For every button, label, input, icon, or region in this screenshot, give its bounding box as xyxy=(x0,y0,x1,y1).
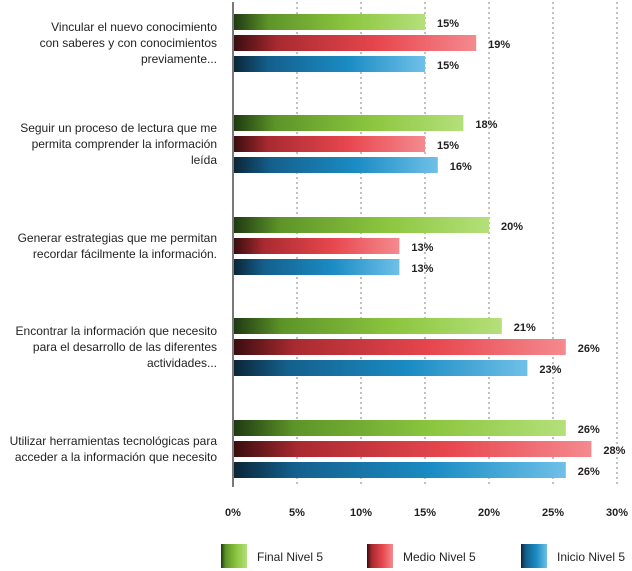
data-label: 19% xyxy=(488,39,510,51)
legend-label: Inicio Nivel 5 xyxy=(557,550,625,564)
category-label: Generar estrategias que me permitan recor… xyxy=(18,231,217,261)
data-label: 20% xyxy=(501,221,523,233)
grid xyxy=(232,2,618,487)
data-label: 23% xyxy=(539,364,561,376)
bar xyxy=(234,360,528,376)
data-label: 13% xyxy=(411,242,433,254)
bar xyxy=(234,115,464,131)
bar xyxy=(234,238,400,254)
data-label: 28% xyxy=(603,445,625,457)
data-label: 16% xyxy=(450,161,472,173)
category-label-line: con saberes y con conocimientos xyxy=(40,36,217,50)
category-label: Vincular el nuevo conocimiento con sabere… xyxy=(40,20,218,66)
bar xyxy=(234,14,425,30)
x-tick-label: 30% xyxy=(606,507,628,519)
bar xyxy=(234,56,425,72)
data-label: 26% xyxy=(578,343,600,355)
x-tick-label: 10% xyxy=(350,507,372,519)
legend-swatch xyxy=(221,544,247,568)
category-labels: Vincular el nuevo conocimiento con sabere… xyxy=(10,20,218,464)
data-label: 26% xyxy=(578,424,600,436)
x-tick-label: 25% xyxy=(542,507,564,519)
bar xyxy=(234,35,477,51)
category-label-line: permita comprender la información xyxy=(32,137,217,151)
category-label-line: Utilizar herramientas tecnológicas para xyxy=(10,434,218,448)
category-label-line: leída xyxy=(191,153,217,167)
category-label-line: recordar fácilmente la información. xyxy=(33,247,217,261)
data-label: 26% xyxy=(578,466,600,478)
category-label-line: Encontrar la información que necesito xyxy=(16,324,218,338)
bar xyxy=(234,136,425,152)
legend: Final Nivel 5 Medio Nivel 5 Inicio Nivel 5 xyxy=(221,544,625,568)
category-label-line: Seguir un proceso de lectura que me xyxy=(20,121,217,135)
x-tick-label: 5% xyxy=(289,507,305,519)
data-label: 21% xyxy=(514,322,536,334)
bar xyxy=(234,441,592,457)
bar xyxy=(234,339,566,355)
bar xyxy=(234,217,489,233)
bars: 15%19%15%18%15%16%20%13%13%21%26%23%26%2… xyxy=(234,14,626,478)
bar xyxy=(234,157,438,173)
bar xyxy=(234,462,566,478)
legend-swatch xyxy=(367,544,393,568)
x-tick-label: 20% xyxy=(478,507,500,519)
x-axis-ticks: 0% 5% 10% 15% 20% 25% 30% xyxy=(225,507,628,519)
category-label-line: para el desarrollo de las diferentes xyxy=(33,340,217,354)
category-label-line: previamente... xyxy=(141,52,217,66)
data-label: 15% xyxy=(437,140,459,152)
category-label: Encontrar la información que necesito par… xyxy=(16,324,218,370)
legend-label: Final Nivel 5 xyxy=(257,550,323,564)
legend-label: Medio Nivel 5 xyxy=(403,550,476,564)
x-tick-label: 15% xyxy=(414,507,436,519)
bar xyxy=(234,259,400,275)
category-label-line: actividades... xyxy=(147,356,217,370)
data-label: 15% xyxy=(437,18,459,30)
category-label-line: Generar estrategias que me permitan xyxy=(18,231,217,245)
data-label: 13% xyxy=(411,263,433,275)
data-label: 15% xyxy=(437,60,459,72)
category-label: Seguir un proceso de lectura que me permi… xyxy=(20,121,217,167)
x-tick-label: 0% xyxy=(225,507,241,519)
category-label: Utilizar herramientas tecnológicas para a… xyxy=(10,434,218,464)
category-label-line: Vincular el nuevo conocimiento xyxy=(51,20,217,34)
category-label-line: acceder a la información que necesito xyxy=(15,450,217,464)
data-label: 18% xyxy=(475,119,497,131)
bar xyxy=(234,318,502,334)
bar xyxy=(234,420,566,436)
legend-swatch xyxy=(521,544,547,568)
